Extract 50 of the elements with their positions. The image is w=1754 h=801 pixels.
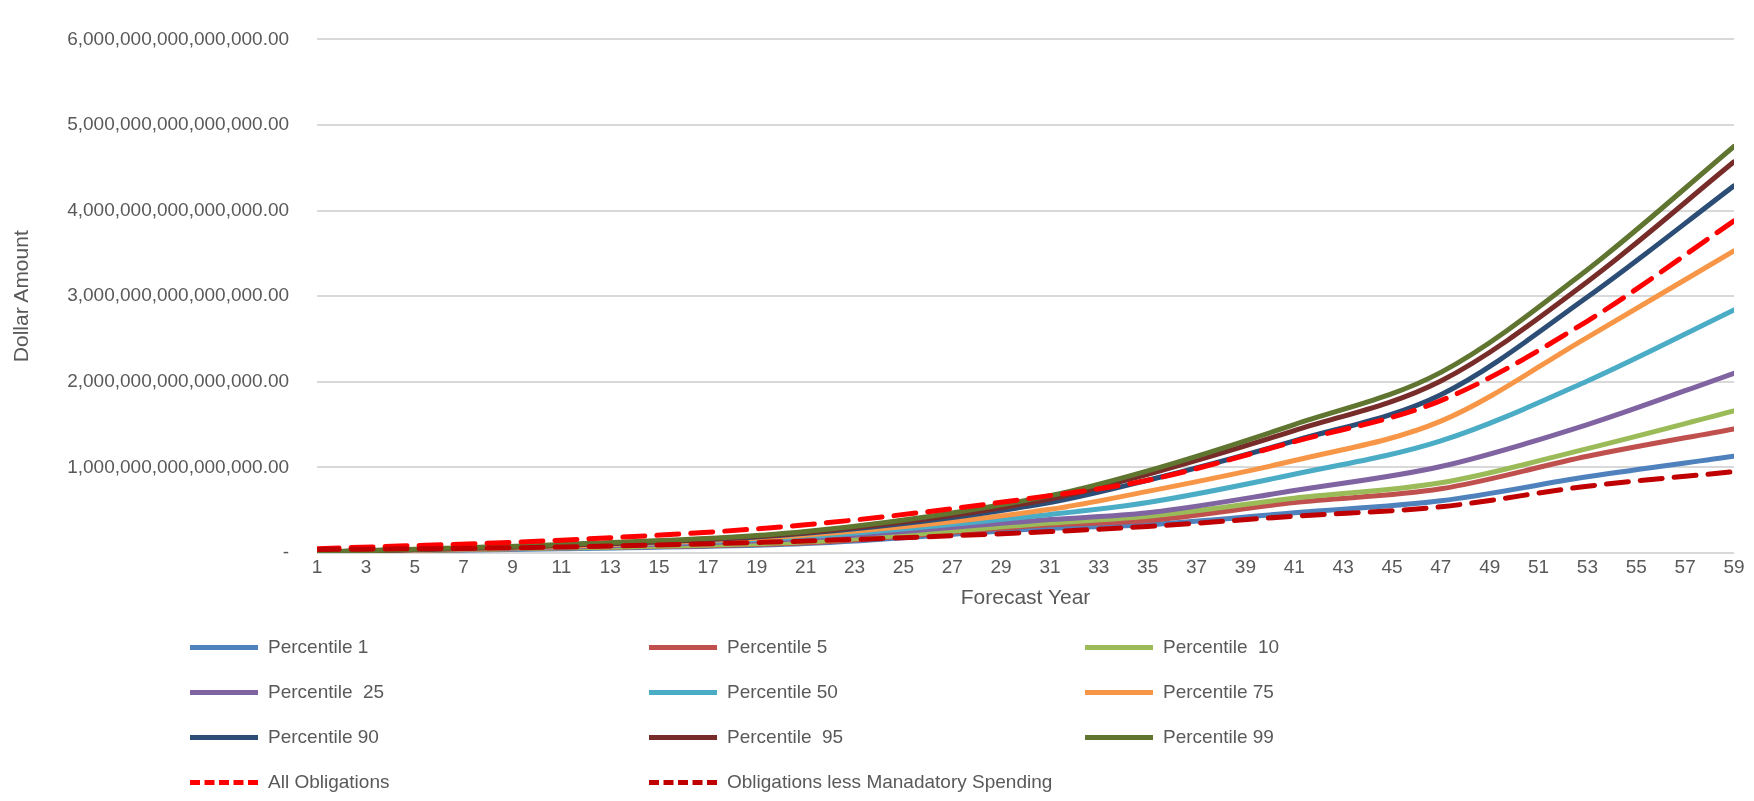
y-tick-label: 2,000,000,000,000,000.00	[67, 370, 290, 392]
legend-label: Percentile 50	[727, 681, 838, 703]
legend-label: Percentile 1	[268, 636, 369, 658]
x-tick-label: 47	[1430, 555, 1452, 577]
x-tick-label: 33	[1088, 555, 1110, 577]
x-tick-label: 29	[990, 555, 1012, 577]
x-tick-label: 45	[1381, 555, 1403, 577]
x-tick-label: 13	[599, 555, 621, 577]
legend-label: All Obligations	[268, 771, 390, 793]
x-axis-title: Forecast Year	[960, 585, 1091, 609]
legend-label: Percentile 75	[1163, 681, 1274, 703]
x-tick-label: 7	[458, 555, 469, 577]
x-tick-label: 27	[941, 555, 963, 577]
y-tick-label: -	[282, 541, 290, 563]
legend-label: Obligations less Manadatory Spending	[727, 771, 1053, 793]
x-tick-label: 17	[697, 555, 719, 577]
x-tick-label: 5	[409, 555, 421, 577]
x-tick-label: 49	[1479, 555, 1501, 577]
x-tick-label: 51	[1527, 555, 1550, 577]
x-tick-label: 19	[746, 555, 768, 577]
x-tick-label: 39	[1234, 555, 1256, 577]
x-tick-label: 11	[551, 555, 572, 577]
x-tick-label: 31	[1039, 555, 1061, 577]
x-tick-label: 41	[1283, 555, 1305, 577]
x-tick-label: 59	[1723, 555, 1745, 577]
y-axis-title: Dollar Amount	[9, 230, 33, 363]
x-tick-label: 23	[843, 555, 866, 577]
legend-label: Percentile 25	[268, 681, 385, 703]
legend-label: Percentile 95	[727, 726, 844, 748]
legend-label: Percentile 5	[727, 636, 828, 658]
y-tick-label: 5,000,000,000,000,000.00	[67, 113, 290, 135]
x-tick-label: 15	[648, 555, 670, 577]
x-tick-label: 35	[1137, 555, 1159, 577]
x-tick-label: 55	[1625, 555, 1647, 577]
x-tick-label: 43	[1332, 555, 1354, 577]
x-tick-label: 9	[507, 555, 518, 577]
x-tick-label: 57	[1674, 555, 1696, 577]
x-tick-label: 21	[795, 555, 817, 577]
y-tick-label: 6,000,000,000,000,000.00	[67, 27, 290, 49]
x-tick-label: 53	[1576, 555, 1598, 577]
legend-label: Percentile 10	[1163, 636, 1280, 658]
y-tick-label: 3,000,000,000,000,000.00	[67, 284, 290, 306]
x-tick-label: 25	[892, 555, 914, 577]
x-tick-label: 37	[1185, 555, 1208, 577]
x-tick-label: 1	[311, 555, 323, 577]
legend-label: Percentile 99	[1163, 726, 1274, 748]
legend-label: Percentile 90	[268, 726, 379, 748]
x-tick-label: 3	[360, 555, 372, 577]
y-tick-label: 4,000,000,000,000,000.00	[67, 198, 290, 220]
y-tick-label: 1,000,000,000,000,000.00	[67, 455, 290, 477]
